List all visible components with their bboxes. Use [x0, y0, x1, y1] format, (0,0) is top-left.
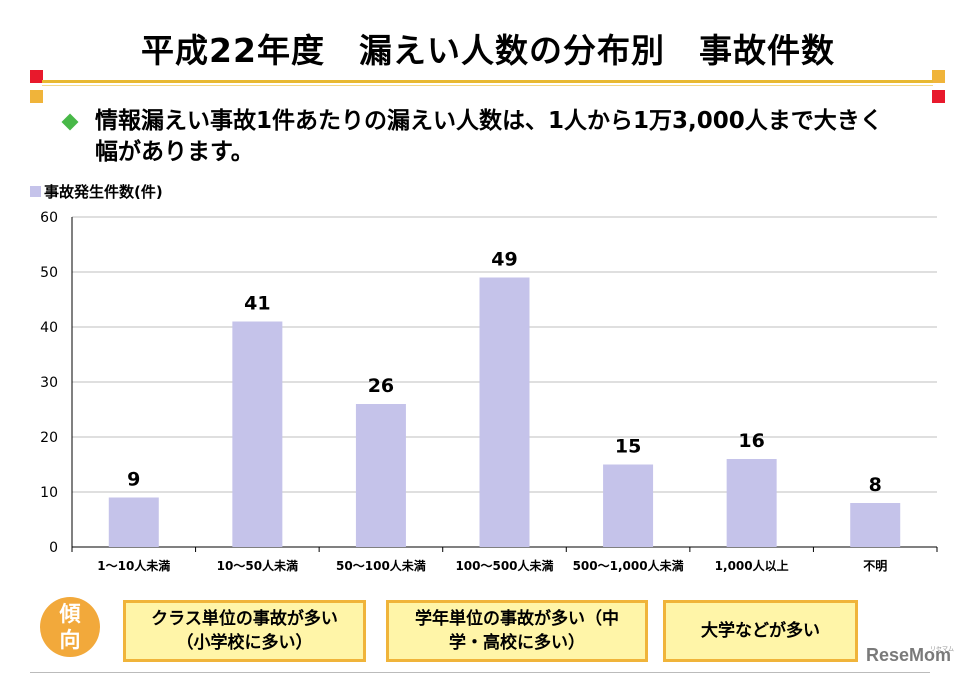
x-tick-label: 1～10人未満 — [97, 558, 170, 573]
bar — [726, 459, 777, 547]
bar — [232, 321, 283, 547]
x-tick-label: 50～100人未満 — [336, 558, 426, 573]
title-underline-thin — [42, 85, 933, 86]
resemom-logo-sub: リセマム — [930, 646, 955, 653]
data-label: 15 — [615, 436, 641, 458]
note-box-grade: 学年単位の事故が多い（中学・高校に多い） — [386, 600, 648, 662]
note-text-university: 大学などが多い — [701, 621, 820, 641]
data-label: 41 — [244, 293, 270, 315]
y-tick-label: 0 — [49, 540, 58, 556]
data-label: 8 — [869, 474, 882, 496]
bar — [850, 503, 901, 547]
note-text-grade: 学年単位の事故が多い（中学・高校に多い） — [415, 609, 619, 653]
resemom-logo: ReseMom — [866, 645, 952, 665]
y-tick-label: 10 — [40, 485, 58, 501]
y-tick-label: 20 — [40, 430, 58, 446]
bar-chart: 0 10 20 30 40 50 60 9 1～10人未満 41 10～50人未満 26 50～100人… — [40, 210, 938, 573]
legend-label: 事故発生件数(件) — [44, 183, 163, 201]
y-tick-label: 40 — [40, 320, 58, 336]
red-square-top-left — [30, 70, 43, 83]
bar — [479, 277, 530, 547]
page-title: 平成22年度 漏えい人数の分布別 事故件数 — [141, 31, 835, 70]
data-label: 9 — [127, 469, 140, 491]
y-tick-label: 60 — [40, 210, 58, 226]
bottom-rule — [30, 672, 930, 673]
data-label: 16 — [738, 430, 764, 452]
orange-square-top-right — [932, 70, 945, 83]
legend-swatch — [30, 186, 41, 197]
orange-square-bottom-left — [30, 90, 43, 103]
y-tick-label: 30 — [40, 375, 58, 391]
data-label: 49 — [491, 249, 517, 271]
tendency-badge: 傾向 — [40, 597, 100, 657]
headline-text: 情報漏えい事故1件あたりの漏えい人数は、1人から1万3,000人まで大きく幅があ… — [95, 108, 883, 165]
bar — [355, 404, 406, 547]
chart-legend: 事故発生件数(件) — [30, 181, 163, 202]
note-box-class: クラス単位の事故が多い（小学校に多い） — [123, 600, 366, 662]
x-tick-label: 不明 — [863, 559, 887, 573]
note-text-class: クラス単位の事故が多い（小学校に多い） — [151, 609, 338, 653]
bar — [603, 464, 654, 547]
diamond-bullet-icon — [61, 113, 79, 131]
y-tick-label: 50 — [40, 265, 58, 281]
red-square-bottom-right — [932, 90, 945, 103]
x-tick-label: 1,000人以上 — [715, 558, 789, 573]
x-tick-label: 500～1,000人未満 — [573, 558, 684, 573]
data-label: 26 — [368, 375, 394, 397]
x-tick-label: 100～500人未満 — [455, 558, 553, 573]
bar — [108, 497, 159, 547]
x-tick-label: 10～50人未満 — [217, 558, 298, 573]
tendency-label: 傾向 — [59, 602, 81, 652]
title-underline — [42, 80, 933, 83]
note-box-university: 大学などが多い — [663, 600, 858, 662]
